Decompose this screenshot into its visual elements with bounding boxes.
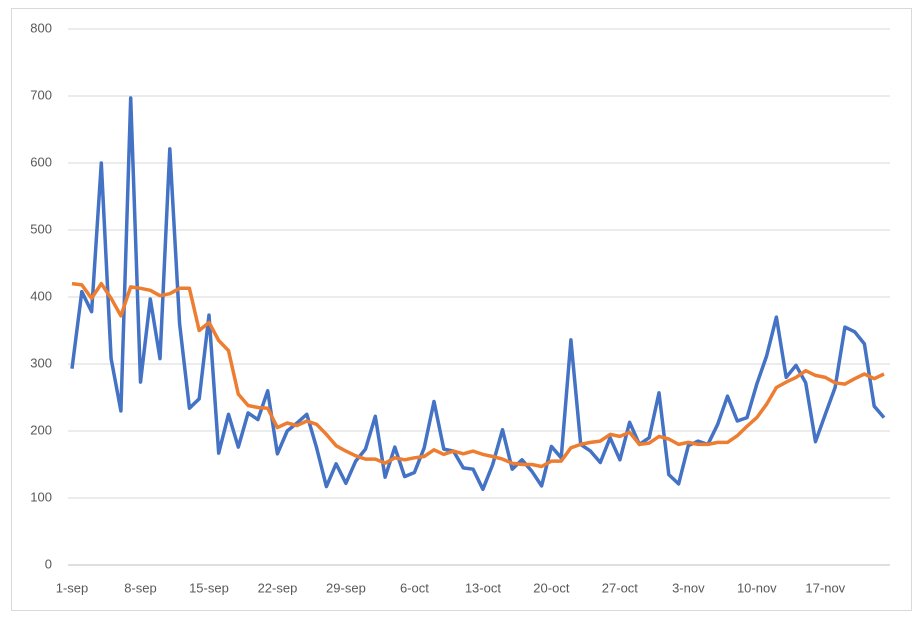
- y-tick-label: 0: [45, 556, 52, 571]
- y-tick-label: 600: [30, 154, 52, 169]
- y-tick-label: 100: [30, 489, 52, 504]
- x-tick-label: 15-sep: [189, 580, 229, 595]
- x-tick-label: 29-sep: [326, 580, 366, 595]
- x-tick-label: 1-sep: [56, 580, 89, 595]
- data-line: [70, 96, 886, 492]
- y-tick-label: 500: [30, 221, 52, 236]
- x-tick-label: 20-oct: [533, 580, 570, 595]
- x-tick-label: 17-nov: [805, 580, 845, 595]
- y-tick-label: 400: [30, 288, 52, 303]
- x-tick-label: 6-oct: [400, 580, 429, 595]
- x-tick-label: 22-sep: [258, 580, 298, 595]
- x-tick-label: 3-nov: [672, 580, 705, 595]
- x-tick-label: 27-oct: [602, 580, 639, 595]
- y-tick-label: 700: [30, 87, 52, 102]
- y-tick-label: 200: [30, 422, 52, 437]
- y-tick-label: 800: [30, 20, 52, 35]
- x-tick-label: 10-nov: [737, 580, 777, 595]
- chart-frame: [11, 8, 912, 611]
- x-tick-label: 8-sep: [124, 580, 157, 595]
- x-tick-label: 13-oct: [465, 580, 502, 595]
- y-tick-label: 300: [30, 355, 52, 370]
- data-line: [71, 281, 885, 469]
